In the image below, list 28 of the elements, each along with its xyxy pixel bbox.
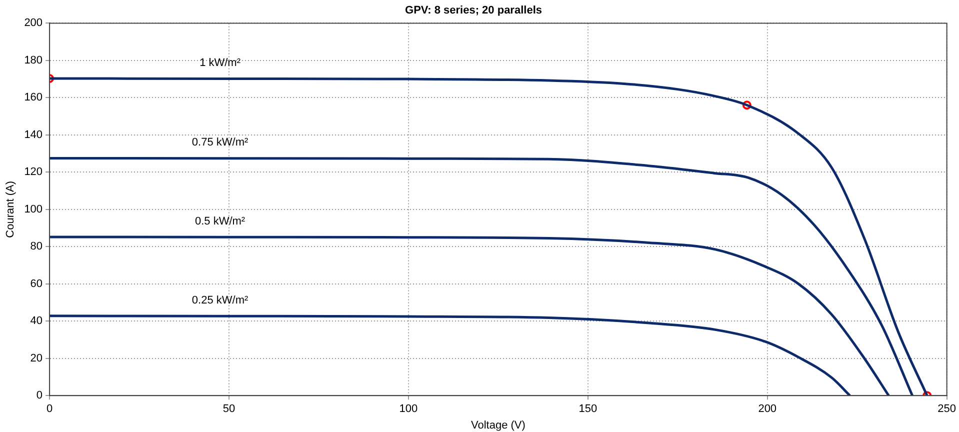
y-tick-label: 180 xyxy=(24,54,43,66)
x-axis-title: Voltage (V) xyxy=(470,419,526,432)
series-label: 1 kW/m² xyxy=(200,57,241,70)
x-tick-label: 250 xyxy=(938,403,956,416)
y-tick-label: 80 xyxy=(30,240,43,253)
y-tick-label: 40 xyxy=(30,315,43,328)
series-label: 0.25 kW/m² xyxy=(192,294,248,306)
line-series xyxy=(50,236,890,396)
series-label: 0.5 kW/m² xyxy=(194,215,246,228)
y-tick-label: 0 xyxy=(36,390,43,402)
y-tick-label: 120 xyxy=(24,166,43,178)
y-axis-title: Courant (A) xyxy=(4,180,17,238)
x-tick-label: 0 xyxy=(46,403,53,416)
y-tick-label: 100 xyxy=(24,203,43,216)
y-tick-label: 160 xyxy=(24,92,43,104)
y-tick-label: 60 xyxy=(30,278,43,290)
y-tick-label: 20 xyxy=(30,352,43,364)
x-tick-label: 150 xyxy=(578,403,598,416)
y-tick-label: 140 xyxy=(24,128,43,141)
line-series xyxy=(50,314,852,396)
series-label: 0.75 kW/m² xyxy=(192,136,248,149)
x-tick-label: 50 xyxy=(222,403,236,416)
point xyxy=(742,100,752,110)
x-tick-label: 100 xyxy=(399,403,418,416)
y-tick-label: 200 xyxy=(24,17,43,30)
x-tick-label: 200 xyxy=(758,403,777,416)
chart-title: GPV: 8 series; 20 parallels xyxy=(405,4,542,17)
line-series xyxy=(50,156,914,396)
